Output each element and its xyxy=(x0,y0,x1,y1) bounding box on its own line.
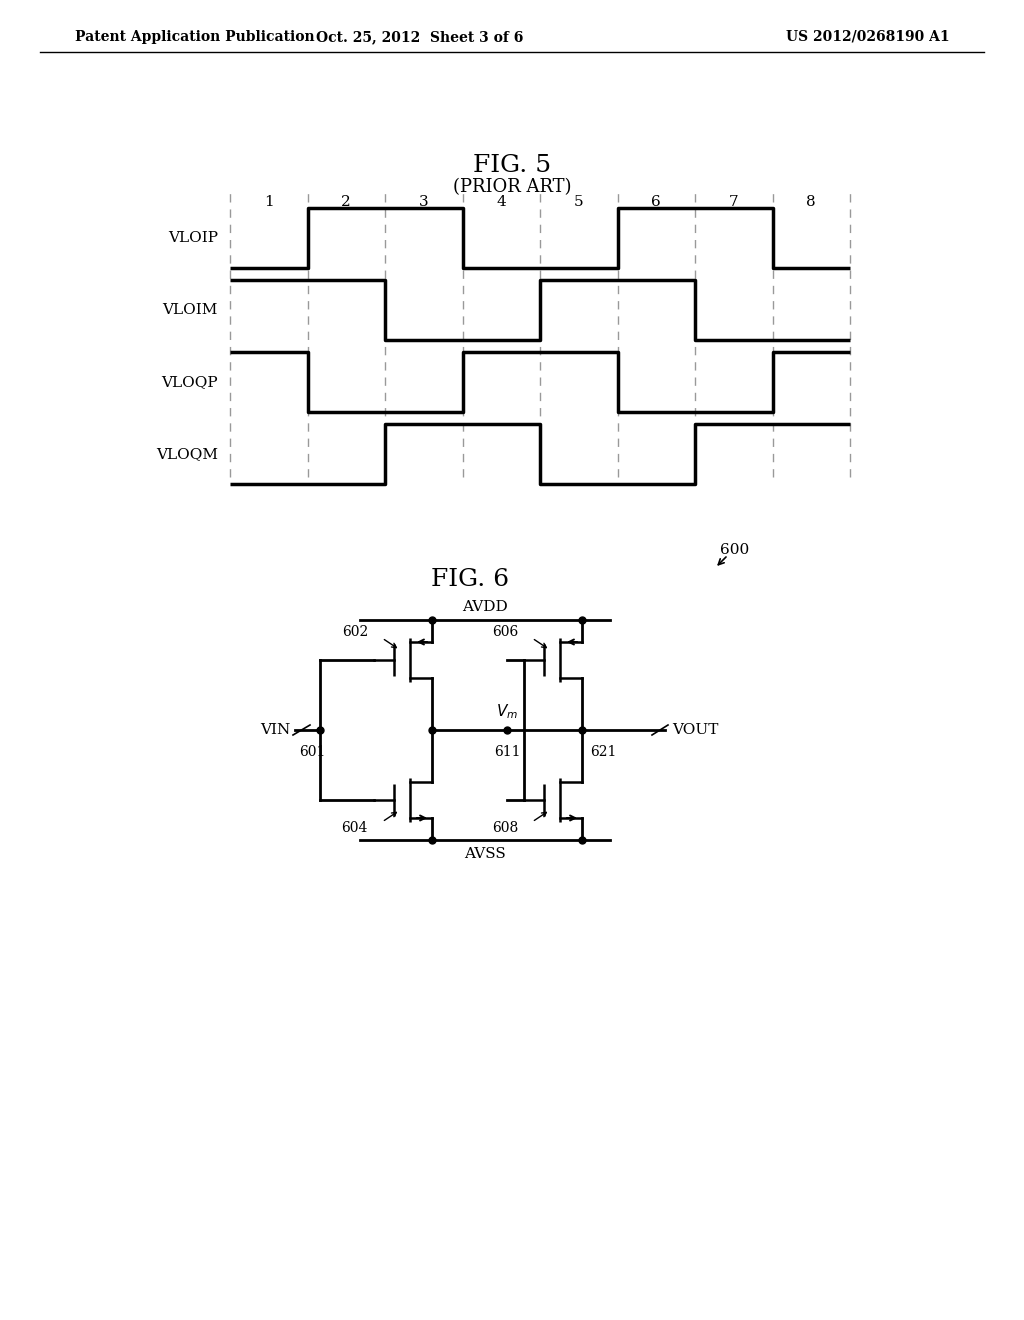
Text: AVSS: AVSS xyxy=(464,847,506,861)
Text: Oct. 25, 2012  Sheet 3 of 6: Oct. 25, 2012 Sheet 3 of 6 xyxy=(316,30,523,44)
Text: 3: 3 xyxy=(419,195,429,209)
Text: 4: 4 xyxy=(497,195,506,209)
Text: 602: 602 xyxy=(342,624,368,639)
Text: 6: 6 xyxy=(651,195,662,209)
Text: (PRIOR ART): (PRIOR ART) xyxy=(453,178,571,195)
Text: 5: 5 xyxy=(573,195,584,209)
Text: $V_m$: $V_m$ xyxy=(496,702,518,721)
Text: AVDD: AVDD xyxy=(462,601,508,614)
Text: VLOIM: VLOIM xyxy=(163,304,218,317)
Text: FIG. 6: FIG. 6 xyxy=(431,569,509,591)
Text: 604: 604 xyxy=(342,821,368,836)
Text: 2: 2 xyxy=(341,195,351,209)
Text: VOUT: VOUT xyxy=(672,723,719,737)
Text: Patent Application Publication: Patent Application Publication xyxy=(75,30,314,44)
Text: 621: 621 xyxy=(590,744,616,759)
Text: 611: 611 xyxy=(494,744,520,759)
Text: 608: 608 xyxy=(492,821,518,836)
Text: US 2012/0268190 A1: US 2012/0268190 A1 xyxy=(786,30,950,44)
Text: 8: 8 xyxy=(807,195,816,209)
Text: VLOIP: VLOIP xyxy=(168,231,218,246)
Text: 1: 1 xyxy=(264,195,273,209)
Text: FIG. 5: FIG. 5 xyxy=(473,153,551,177)
Text: 600: 600 xyxy=(720,543,750,557)
Text: 606: 606 xyxy=(492,624,518,639)
Text: 601: 601 xyxy=(299,744,326,759)
Text: 7: 7 xyxy=(729,195,738,209)
Text: VLOQP: VLOQP xyxy=(162,375,218,389)
Text: VIN: VIN xyxy=(260,723,290,737)
Text: VLOQM: VLOQM xyxy=(156,447,218,461)
